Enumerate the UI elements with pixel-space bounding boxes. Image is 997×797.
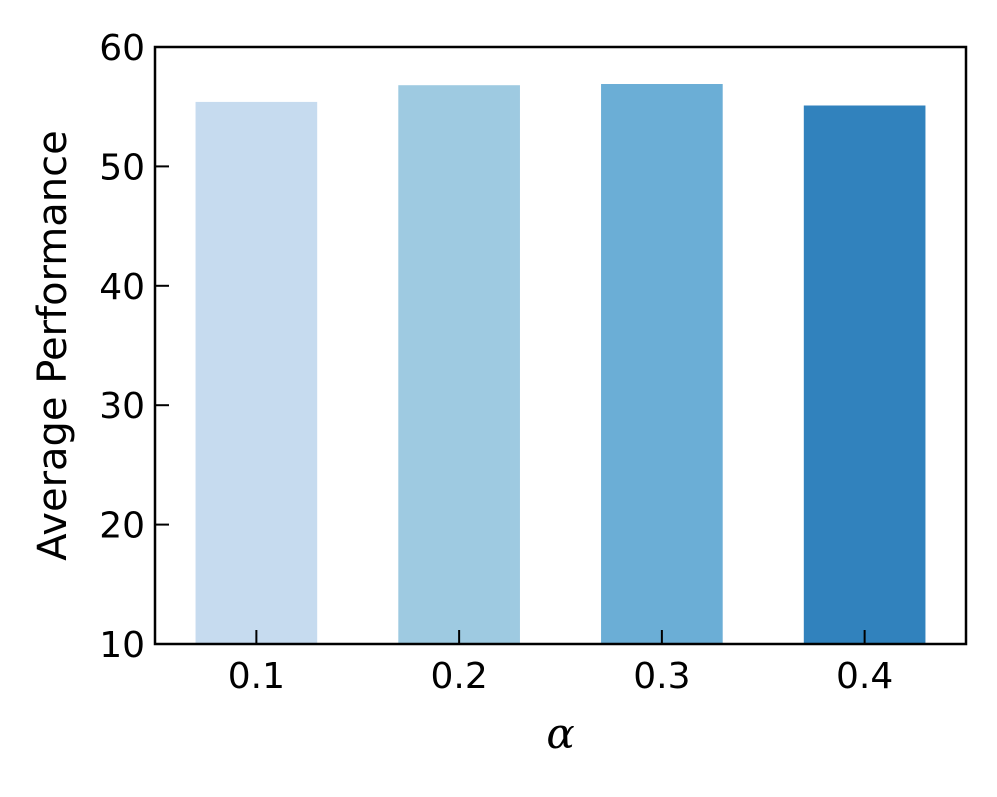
y-axis-label: Average Performance bbox=[30, 130, 76, 560]
y-tick-label: 50 bbox=[99, 147, 145, 188]
bar-0.4 bbox=[803, 105, 926, 645]
x-tick-label: 0.2 bbox=[430, 656, 487, 697]
y-tick-label: 40 bbox=[99, 267, 145, 308]
x-tick-label: 0.4 bbox=[836, 656, 893, 697]
x-tick-label: 0.1 bbox=[228, 656, 285, 697]
bar-0.2 bbox=[398, 85, 520, 644]
y-ticks-group: 10 20 30 40 50 60 bbox=[99, 28, 169, 666]
bars-group bbox=[195, 84, 926, 645]
y-tick-label: 10 bbox=[99, 625, 145, 666]
x-tick-label: 0.3 bbox=[633, 656, 690, 697]
y-tick-label: 30 bbox=[99, 386, 145, 427]
bar-0.1 bbox=[195, 101, 318, 644]
bar-0.3 bbox=[601, 84, 723, 645]
x-axis-label: α bbox=[546, 709, 574, 758]
x-ticks-group: 0.1 0.2 0.3 0.4 bbox=[228, 630, 893, 697]
plot-frame bbox=[153, 45, 968, 646]
y-tick-label: 60 bbox=[99, 28, 145, 69]
y-tick-label: 20 bbox=[99, 506, 145, 547]
